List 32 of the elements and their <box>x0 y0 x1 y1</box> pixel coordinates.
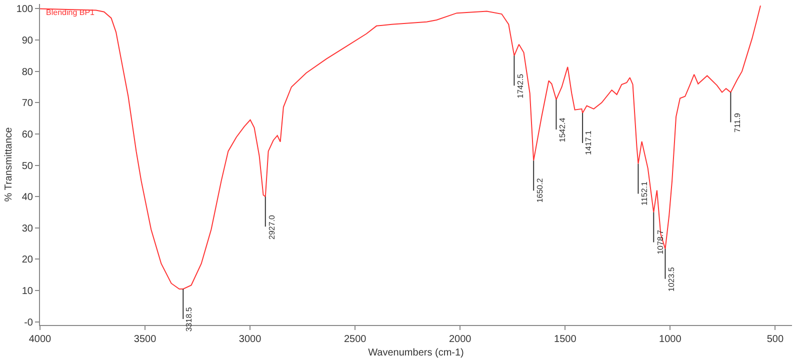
y-tick-label: 10 <box>22 286 34 298</box>
y-tick-label: 50 <box>22 160 34 172</box>
x-tick-label: 2000 <box>448 334 472 345</box>
annotation: 1742.5 <box>516 73 526 98</box>
x-tick-label: 500 <box>766 334 784 345</box>
x-tick-label: 1500 <box>554 334 577 345</box>
annotation: 1023.5 <box>666 266 676 292</box>
x-tick-label: 1000 <box>659 334 682 345</box>
annotation: 1152.1 <box>640 181 649 206</box>
annotation: 711.9 <box>732 112 742 132</box>
x-tick-label: 2500 <box>344 334 367 345</box>
y-tick-label: 100 <box>16 4 34 16</box>
annotation: 2927.0 <box>267 214 276 240</box>
y-tick-label: 70 <box>22 98 34 110</box>
x-tick-label: 4000 <box>28 334 52 345</box>
y-axis-title: % Transmittance <box>3 126 14 202</box>
annotation: 1417.1 <box>584 130 594 156</box>
annotation: 1542.4 <box>558 117 568 142</box>
y-tick-label: 90 <box>22 36 34 47</box>
annotation: 1078.7 <box>656 229 665 254</box>
y-tick-label: 80 <box>22 66 34 78</box>
y-tick-label: 60 <box>22 129 34 140</box>
annotation: 1650.2 <box>536 178 544 203</box>
x-tick-label: 3000 <box>238 334 262 345</box>
y-tick-label: 20 <box>22 254 34 266</box>
x-axis-title: Wavenumbers (cm-1) <box>368 348 464 358</box>
y-tick-label: 30 <box>22 223 34 234</box>
line-series <box>40 5 761 290</box>
y-tick-label: -0 <box>24 317 34 328</box>
x-tick-label: 3500 <box>134 334 157 345</box>
y-tick-label: 40 <box>22 192 34 204</box>
annotation: 3318.5 <box>184 306 194 332</box>
